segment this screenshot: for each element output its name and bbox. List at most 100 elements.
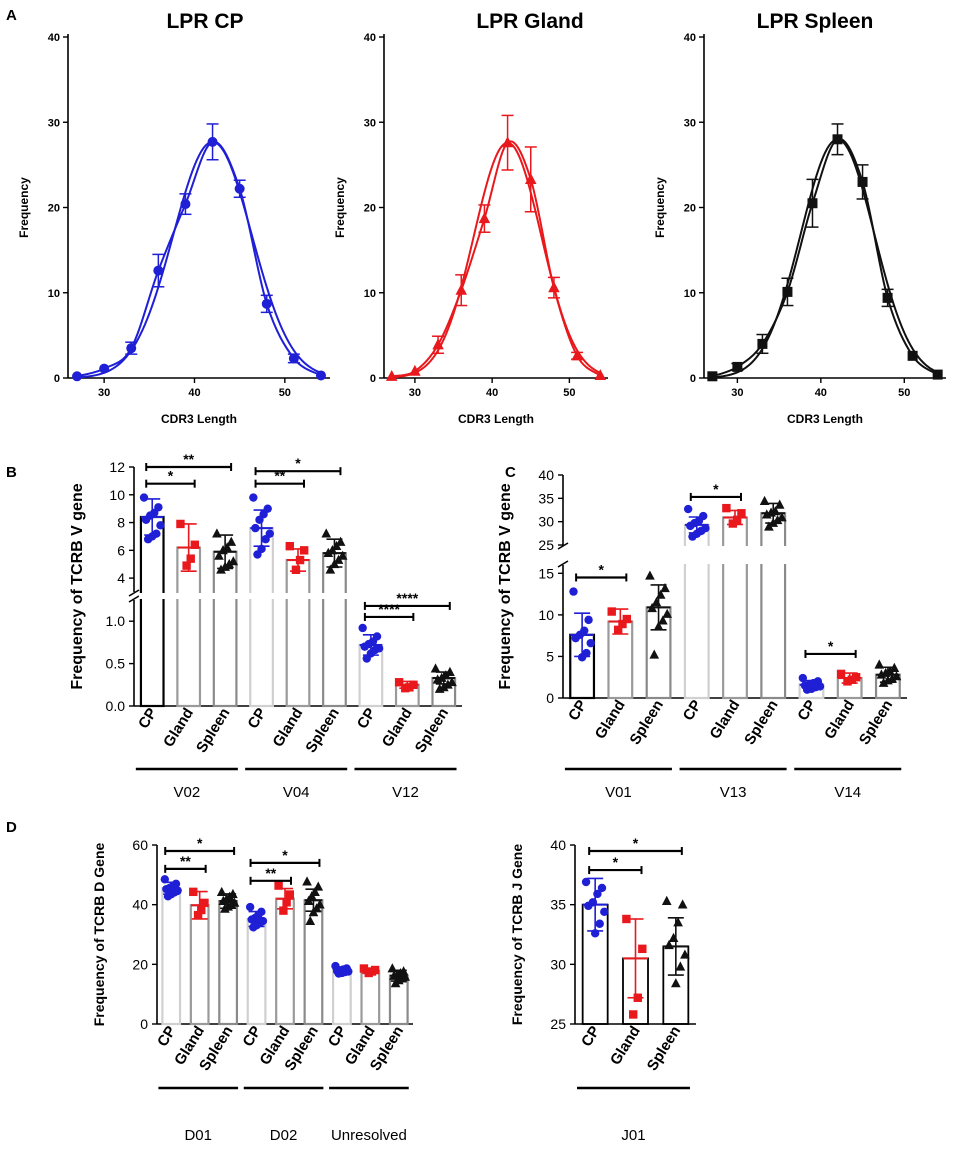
y-axis-label: Frequency bbox=[333, 177, 347, 238]
y-tick-label: 8 bbox=[117, 515, 125, 531]
data-point bbox=[305, 915, 316, 925]
x-category-label: Spleen bbox=[302, 705, 342, 756]
data-point bbox=[600, 907, 609, 917]
x-category-label: CP bbox=[135, 705, 160, 732]
significance-label: ** bbox=[183, 451, 194, 467]
data-point bbox=[160, 875, 170, 884]
panel-letter-b: B bbox=[6, 464, 17, 481]
data-point bbox=[673, 917, 683, 927]
data-point bbox=[193, 910, 203, 920]
y-axis-label: Frequency of TCRB V gene bbox=[69, 483, 86, 689]
x-category-label: CP bbox=[354, 705, 379, 732]
y-tick-label: 10 bbox=[684, 288, 696, 300]
data-point bbox=[677, 899, 688, 909]
data-point bbox=[216, 886, 227, 897]
data-point bbox=[255, 515, 264, 524]
data-point bbox=[212, 528, 222, 538]
significance-label: * bbox=[197, 835, 203, 851]
data-point bbox=[761, 509, 772, 519]
bar bbox=[303, 899, 324, 1026]
y-tick-label: 30 bbox=[48, 117, 60, 129]
data-point bbox=[261, 298, 272, 309]
data-point bbox=[645, 570, 655, 580]
data-point bbox=[782, 286, 793, 297]
data-point bbox=[358, 623, 367, 633]
x-tick-label: 40 bbox=[188, 387, 200, 399]
data-point bbox=[325, 564, 336, 574]
data-point bbox=[308, 907, 319, 917]
data-point bbox=[629, 1010, 638, 1019]
data-point bbox=[876, 669, 887, 679]
data-point bbox=[686, 521, 695, 531]
x-category-label: Spleen bbox=[644, 1023, 684, 1074]
data-point bbox=[525, 173, 537, 184]
data-point bbox=[359, 964, 369, 973]
data-point bbox=[387, 963, 398, 973]
y-tick-label: 15 bbox=[538, 565, 554, 581]
data-point bbox=[401, 683, 410, 693]
group-label: V04 bbox=[283, 784, 310, 801]
y-tick-label: 30 bbox=[550, 956, 566, 972]
x-category-label: Gland bbox=[821, 697, 858, 742]
data-point bbox=[390, 978, 401, 988]
data-point bbox=[220, 903, 230, 913]
significance-label: * bbox=[633, 835, 639, 851]
data-point bbox=[295, 555, 305, 565]
data-point bbox=[843, 677, 852, 686]
y-tick-label: 6 bbox=[117, 542, 125, 558]
axis-break-mark bbox=[557, 542, 569, 550]
significance-label: ** bbox=[265, 865, 276, 881]
chart-title: LPR Spleen bbox=[757, 10, 874, 33]
bar-gap-mask bbox=[759, 546, 788, 564]
group-label: V14 bbox=[834, 784, 861, 801]
data-point bbox=[291, 565, 301, 574]
y-tick-label: 0 bbox=[54, 373, 60, 385]
significance-label: ** bbox=[274, 468, 285, 484]
x-category-label: Spleen bbox=[626, 697, 666, 748]
data-point bbox=[432, 674, 443, 684]
data-point bbox=[832, 134, 843, 145]
line-chart-a1: LPR CP 0 10 20 30 40 30 40 50 CDR3 Length Frequenc… bbox=[17, 10, 330, 426]
data-point bbox=[586, 638, 595, 648]
data-point bbox=[607, 607, 616, 616]
significance-label: * bbox=[282, 847, 288, 863]
bar-gap-mask bbox=[211, 593, 239, 599]
x-tick-label: 30 bbox=[731, 387, 743, 399]
data-point bbox=[99, 363, 110, 374]
x-category-label: CP bbox=[794, 697, 819, 724]
data-point bbox=[590, 929, 600, 938]
y-tick-label: 25 bbox=[538, 537, 554, 553]
data-point bbox=[409, 364, 421, 376]
y-tick-label: 0 bbox=[690, 373, 696, 385]
y-tick-label: 0.5 bbox=[106, 656, 126, 672]
data-point bbox=[197, 905, 206, 915]
significance-label: * bbox=[598, 561, 604, 577]
significance-label: * bbox=[295, 455, 301, 471]
y-tick-label: 5 bbox=[546, 648, 554, 664]
data-point bbox=[364, 968, 373, 978]
y-tick-label: 40 bbox=[684, 32, 696, 44]
x-axis-label: CDR3 Length bbox=[458, 412, 534, 426]
data-point bbox=[302, 876, 312, 886]
data-point bbox=[186, 554, 195, 563]
x-category-label: Gland bbox=[706, 697, 743, 742]
y-axis-label: Frequency of TCRB J Gene bbox=[509, 844, 525, 1025]
x-category-label: CP bbox=[325, 1023, 350, 1050]
data-point bbox=[577, 653, 587, 662]
bar bbox=[246, 917, 267, 1026]
data-point bbox=[548, 281, 560, 293]
y-tick-label: 10 bbox=[364, 288, 376, 300]
data-point bbox=[285, 541, 294, 551]
bar bbox=[760, 512, 787, 700]
data-point bbox=[798, 673, 808, 683]
x-tick-label: 50 bbox=[563, 387, 575, 399]
data-point bbox=[597, 883, 607, 893]
data-point bbox=[593, 889, 602, 899]
data-point bbox=[878, 677, 889, 687]
bar bbox=[360, 969, 381, 1026]
data-point bbox=[455, 283, 467, 295]
data-point bbox=[802, 685, 812, 694]
data-point bbox=[245, 902, 255, 912]
x-category-label: CP bbox=[565, 697, 590, 724]
